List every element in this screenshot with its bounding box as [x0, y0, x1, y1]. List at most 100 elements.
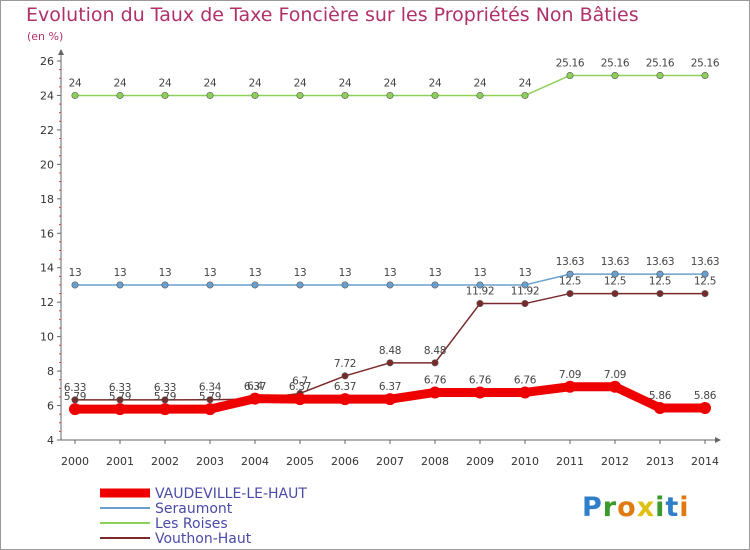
y-tick-label: 4: [47, 434, 54, 447]
logo-letter: x: [636, 492, 656, 523]
data-label-les-roises: 24: [159, 77, 172, 89]
data-point-vouthon-haut: [476, 300, 484, 308]
data-label-les-roises: 24: [519, 77, 532, 89]
data-point-seraumont: [656, 270, 664, 278]
x-tick-label: 2009: [466, 455, 494, 468]
y-tick-label: 22: [40, 124, 54, 137]
data-point-vouthon-haut: [116, 396, 124, 404]
data-point-vaudeville-le-haut: [474, 386, 486, 399]
data-point-les-roises: [521, 91, 529, 99]
data-point-les-roises: [656, 71, 664, 79]
data-label-seraumont: 13.63: [646, 256, 675, 268]
logo-letter: P: [582, 492, 603, 523]
x-tick-label: 2004: [241, 455, 269, 468]
data-label-vaudeville-le-haut: 7.09: [604, 369, 626, 381]
data-label-vouthon-haut: 12.5: [604, 276, 626, 288]
x-tick-label: 2005: [286, 455, 314, 468]
data-label-les-roises: 24: [114, 77, 127, 89]
data-label-vaudeville-le-haut: 6.76: [469, 374, 492, 386]
data-label-les-roises: 24: [204, 77, 217, 89]
data-label-seraumont: 13: [519, 267, 532, 279]
data-point-vaudeville-le-haut: [699, 401, 711, 414]
data-label-vouthon-haut: 6.33: [154, 382, 176, 394]
x-tick-label: 2010: [511, 455, 539, 468]
data-point-les-roises: [206, 91, 214, 99]
data-point-vaudeville-le-haut: [384, 393, 396, 406]
data-point-les-roises: [611, 71, 619, 79]
data-label-seraumont: 13: [114, 267, 127, 279]
legend-label-seraumont: Seraumont: [155, 501, 233, 517]
data-point-vaudeville-le-haut: [564, 380, 576, 393]
logo-letter: o: [617, 492, 637, 523]
data-label-vouthon-haut: 6.34: [199, 382, 222, 394]
data-label-les-roises: 24: [69, 77, 82, 89]
data-label-les-roises: 25.16: [556, 57, 585, 69]
data-point-vaudeville-le-haut: [114, 403, 126, 416]
data-point-vaudeville-le-haut: [159, 403, 171, 416]
logo-letter: i: [655, 492, 666, 523]
x-tick-label: 2012: [601, 455, 629, 468]
data-point-les-roises: [161, 91, 169, 99]
data-point-vouthon-haut: [611, 290, 619, 298]
data-label-vouthon-haut: 6.37: [244, 381, 266, 393]
data-point-vaudeville-le-haut: [654, 401, 666, 414]
x-tick-label: 2014: [691, 455, 719, 468]
data-point-vouthon-haut: [566, 290, 574, 298]
data-label-seraumont: 13: [69, 267, 82, 279]
x-tick-label: 2002: [151, 455, 179, 468]
data-point-les-roises: [71, 91, 79, 99]
data-label-seraumont: 13: [294, 267, 307, 279]
data-point-seraumont: [521, 281, 529, 289]
x-tick-label: 2000: [61, 455, 89, 468]
data-point-seraumont: [71, 281, 79, 289]
data-label-seraumont: 13: [474, 267, 487, 279]
data-point-les-roises: [296, 91, 304, 99]
data-point-les-roises: [386, 91, 394, 99]
data-label-vaudeville-le-haut: 6.37: [334, 381, 356, 393]
data-point-seraumont: [611, 270, 619, 278]
data-point-vaudeville-le-haut: [429, 386, 441, 399]
data-label-seraumont: 13: [339, 267, 352, 279]
data-label-vaudeville-le-haut: 6.4: [247, 381, 263, 393]
data-point-seraumont: [296, 281, 304, 289]
data-point-seraumont: [206, 281, 214, 289]
data-label-seraumont: 13.63: [601, 256, 630, 268]
y-tick-label: 8: [47, 365, 54, 378]
y-tick-label: 16: [40, 227, 54, 240]
data-point-seraumont: [116, 281, 124, 289]
data-label-seraumont: 13: [249, 267, 262, 279]
data-label-seraumont: 13.63: [691, 256, 720, 268]
logo-letter: t: [665, 492, 680, 523]
y-tick-label: 12: [40, 296, 54, 309]
x-tick-label: 2006: [331, 455, 359, 468]
data-label-vouthon-haut: 11.92: [511, 286, 540, 298]
legend-label-les-roises: Les Roises: [155, 516, 228, 532]
data-label-vouthon-haut: 12.5: [559, 276, 581, 288]
data-point-seraumont: [701, 270, 709, 278]
chart-title: Evolution du Taux de Taxe Foncière sur l…: [26, 4, 639, 26]
x-axis-arrow: [715, 437, 721, 443]
data-label-les-roises: 24: [384, 77, 397, 89]
data-label-les-roises: 25.16: [601, 57, 630, 69]
legend-label-vaudeville-le-haut: VAUDEVILLE-LE-HAUT: [155, 486, 307, 502]
data-label-vouthon-haut: 8.48: [379, 345, 401, 357]
data-label-seraumont: 13.63: [556, 256, 585, 268]
data-point-seraumont: [566, 270, 574, 278]
data-point-les-roises: [251, 91, 259, 99]
data-label-vaudeville-le-haut: 6.76: [514, 374, 537, 386]
data-label-seraumont: 13: [384, 267, 397, 279]
data-point-seraumont: [251, 281, 259, 289]
x-tick-label: 2001: [106, 455, 134, 468]
data-label-vaudeville-le-haut: 6.37: [289, 381, 311, 393]
data-point-seraumont: [431, 281, 439, 289]
data-label-vaudeville-le-haut: 5.79: [109, 391, 131, 403]
data-point-vaudeville-le-haut: [294, 393, 306, 406]
data-point-vouthon-haut: [701, 290, 709, 298]
data-label-les-roises: 24: [339, 77, 352, 89]
y-tick-label: 6: [47, 400, 54, 413]
data-label-vouthon-haut: 6.7: [292, 375, 308, 387]
data-label-vaudeville-le-haut: 7.09: [559, 369, 581, 381]
data-label-vouthon-haut: 6.33: [64, 382, 86, 394]
data-point-vaudeville-le-haut: [519, 386, 531, 399]
data-label-les-roises: 24: [429, 77, 442, 89]
